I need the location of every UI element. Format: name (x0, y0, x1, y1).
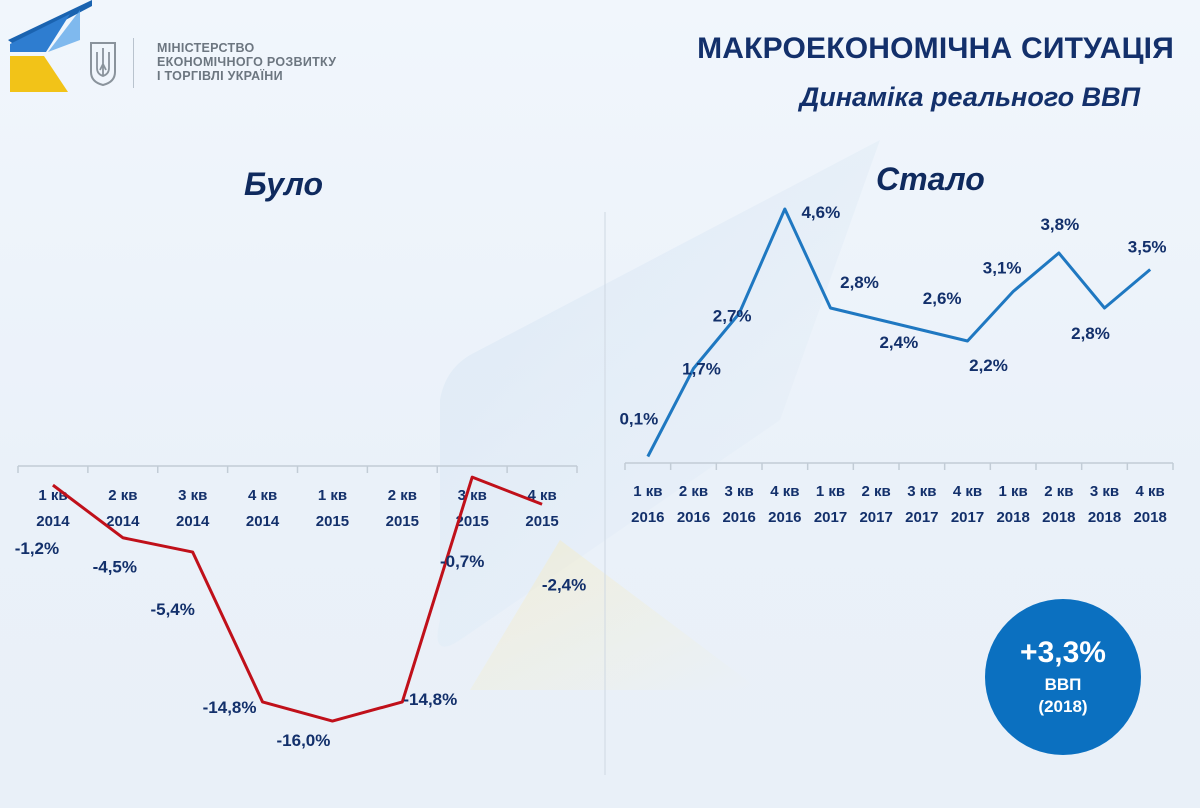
data-label: 2,8% (1071, 324, 1110, 343)
data-label: -1,2% (15, 539, 59, 558)
data-label: 2,7% (713, 307, 752, 326)
x-tick-label-quarter: 4 кв (770, 483, 799, 500)
page-subtitle: Динаміка реального ВВП (799, 82, 1140, 112)
data-label: -4,5% (93, 558, 137, 577)
data-label: -2,4% (542, 575, 586, 594)
data-label: 3,5% (1128, 238, 1167, 257)
data-line (646, 207, 1152, 458)
data-label: -5,4% (150, 600, 194, 619)
data-line (52, 475, 543, 723)
x-tick-label-year: 2015 (525, 513, 558, 530)
x-tick-label-quarter: 4 кв (248, 487, 277, 504)
data-label: 2,2% (969, 356, 1008, 375)
x-tick-label-quarter: 2 кв (1044, 483, 1073, 500)
x-tick-label-year: 2017 (814, 509, 847, 526)
data-label: 2,4% (879, 333, 918, 352)
x-tick-label-year: 2016 (722, 509, 755, 526)
badge-label: ВВП (1044, 675, 1082, 694)
x-tick-label-year: 2018 (1042, 509, 1075, 526)
x-tick-label-year: 2017 (951, 509, 984, 526)
data-label: -14,8% (403, 690, 457, 709)
gdp-2018-badge: +3,3% ВВП (2018) (985, 599, 1141, 755)
x-tick-label-year: 2018 (996, 509, 1029, 526)
chart-after-title: Стало (876, 161, 985, 197)
ministry-name: МІНІСТЕРСТВО ЕКОНОМІЧНОГО РОЗВИТКУ І ТОР… (157, 41, 337, 83)
x-tick-label-year: 2014 (36, 513, 70, 530)
badge-year: (2018) (1038, 697, 1088, 716)
x-tick-label-year: 2014 (106, 513, 140, 530)
data-label: -14,8% (203, 698, 257, 717)
x-tick-label-quarter: 1 кв (999, 483, 1028, 500)
x-tick-label-quarter: 4 кв (953, 483, 982, 500)
x-tick-label-year: 2015 (456, 513, 489, 530)
page-title: МАКРОЕКОНОМІЧНА СИТУАЦІЯ (697, 32, 1174, 65)
x-tick-label-quarter: 2 кв (862, 483, 891, 500)
data-label: 2,8% (840, 273, 879, 292)
data-label: -16,0% (277, 731, 331, 750)
data-label: 3,8% (1040, 215, 1079, 234)
badge-value: +3,3% (1020, 636, 1106, 669)
x-tick-label-quarter: 2 кв (388, 487, 417, 504)
data-label: 2,6% (923, 289, 962, 308)
x-tick-label-year: 2016 (677, 509, 710, 526)
x-tick-label-year: 2015 (386, 513, 419, 530)
x-tick-label-year: 2017 (859, 509, 892, 526)
chart-before-title: Було (244, 166, 324, 202)
data-label: 1,7% (682, 360, 721, 379)
x-tick-label-year: 2015 (316, 513, 349, 530)
x-tick-label-year: 2014 (176, 513, 210, 530)
header-divider (133, 38, 134, 88)
x-tick-label-year: 2017 (905, 509, 938, 526)
x-tick-label-quarter: 3 кв (907, 483, 936, 500)
data-label: 4,6% (801, 203, 840, 222)
x-tick-label-year: 2018 (1133, 509, 1166, 526)
data-label: 0,1% (619, 410, 658, 429)
x-tick-label-quarter: 2 кв (679, 483, 708, 500)
x-tick-label-quarter: 3 кв (1090, 483, 1119, 500)
x-tick-label-quarter: 3 кв (725, 483, 754, 500)
x-tick-label-quarter: 4 кв (527, 487, 556, 504)
data-label: -0,7% (440, 552, 484, 571)
x-tick-label-year: 2016 (768, 509, 801, 526)
x-tick-label-quarter: 4 кв (1136, 483, 1165, 500)
x-tick-label-quarter: 3 кв (178, 487, 207, 504)
x-tick-label-year: 2014 (246, 513, 280, 530)
x-tick-label-quarter: 1 кв (816, 483, 845, 500)
x-tick-label-quarter: 2 кв (108, 487, 137, 504)
data-label: 3,1% (983, 259, 1022, 278)
ministry-logo (8, 0, 92, 92)
trident-emblem-icon (90, 42, 116, 86)
x-tick-label-quarter: 1 кв (633, 483, 662, 500)
x-tick-label-year: 2016 (631, 509, 664, 526)
x-tick-label-quarter: 1 кв (318, 487, 347, 504)
x-tick-label-year: 2018 (1088, 509, 1121, 526)
